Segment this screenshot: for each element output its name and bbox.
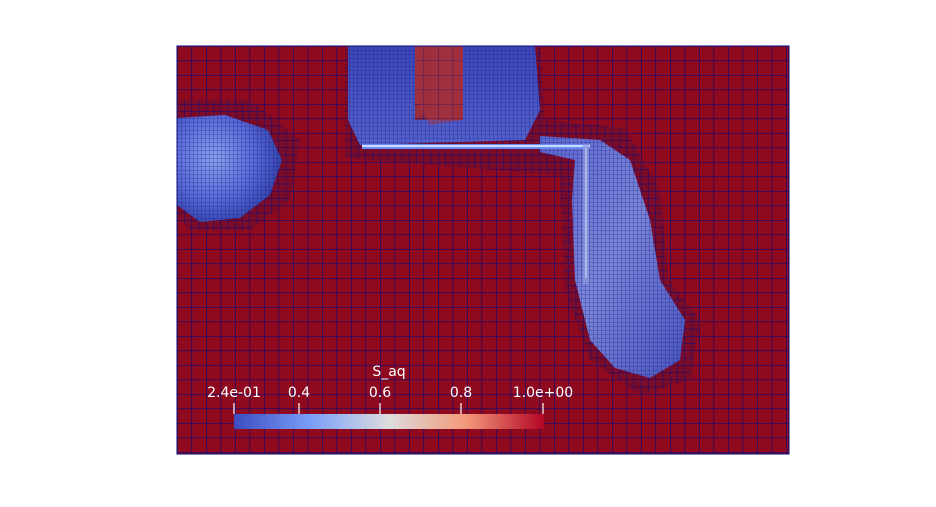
mesh-domain [177,46,789,454]
right-plume [540,136,685,378]
top-plume [348,46,540,145]
channel [362,144,590,284]
domain-outline [176,45,790,455]
left-plume [177,115,282,222]
